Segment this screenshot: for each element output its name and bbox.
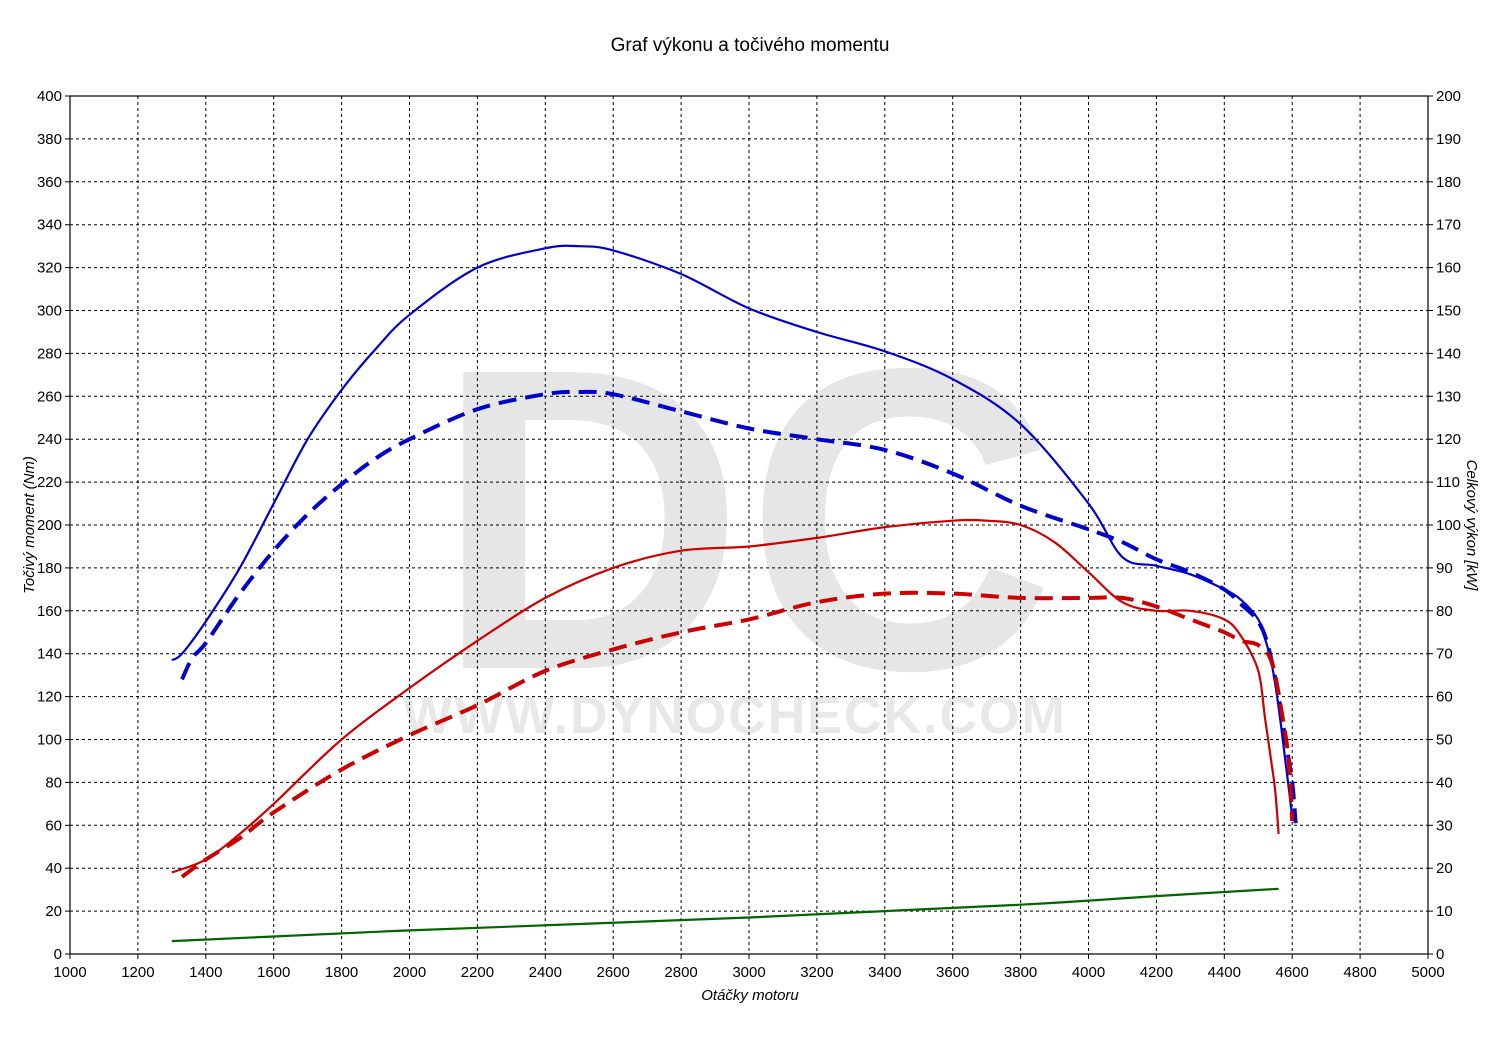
series-line-torque-stock	[180, 389, 1298, 824]
x-axis-label: Otáčky motoru	[701, 987, 799, 1004]
y-left-tick-label: 240	[37, 431, 62, 448]
y-left-tick-label: 360	[37, 174, 62, 191]
x-tick-label: 4600	[1276, 964, 1309, 981]
x-tick-label: 3600	[936, 964, 969, 981]
y-right-tick-label: 130	[1436, 388, 1461, 405]
y-right-tick-label: 160	[1436, 260, 1461, 277]
y-left-tick-label: 220	[37, 474, 62, 491]
y-right-tick-label: 200	[1436, 88, 1461, 105]
y-left-tick-label: 400	[37, 88, 62, 105]
y-right-tick-label: 40	[1436, 774, 1453, 791]
y-left-axis-label: Točivý moment (Nm)	[21, 456, 38, 594]
y-left-tick-labels: 0 20 40 60 80 100 120 140 160 180 200 220 240 260 280 3…	[37, 88, 62, 963]
y-left-tick-label: 260	[37, 388, 62, 405]
y-right-tick-label: 190	[1436, 131, 1461, 148]
y-right-tick-label: 70	[1436, 646, 1453, 663]
y-right-tick-label: 90	[1436, 560, 1453, 577]
x-tick-label: 1400	[189, 964, 222, 981]
x-tick-label: 3800	[1004, 964, 1037, 981]
y-right-tick-label: 170	[1436, 217, 1461, 234]
x-tick-label: 3000	[732, 964, 765, 981]
y-left-tick-label: 40	[45, 860, 62, 877]
series-line-power-stock	[180, 590, 1295, 879]
y-right-tick-label: 120	[1436, 431, 1461, 448]
y-right-tick-label: 80	[1436, 603, 1453, 620]
x-tick-label: 2200	[461, 964, 494, 981]
x-tick-label: 2400	[529, 964, 562, 981]
x-tick-label: 4000	[1072, 964, 1105, 981]
y-left-tick-label: 80	[45, 774, 62, 791]
y-right-tick-label: 150	[1436, 303, 1461, 320]
y-right-tick-label: 100	[1436, 517, 1461, 534]
y-right-tick-label: 50	[1436, 732, 1453, 749]
x-tick-label: 4800	[1343, 964, 1376, 981]
y-left-tick-label: 200	[37, 517, 62, 534]
y-right-tick-labels: 0 10 20 30 40 50 60 70 80 90 100 110 120 130 140 150 160…	[1436, 88, 1461, 963]
y-right-tick-label: 0	[1436, 946, 1444, 963]
series-layer	[171, 244, 1298, 943]
x-tick-label: 1800	[325, 964, 358, 981]
series-line-loss	[171, 887, 1279, 943]
x-tick-label: 1600	[257, 964, 290, 981]
y-left-tick-label: 180	[37, 560, 62, 577]
y-right-tick-label: 180	[1436, 174, 1461, 191]
y-right-axis-label: Celkový výkon [kW]	[1463, 460, 1480, 592]
x-tick-label: 2600	[597, 964, 630, 981]
x-tick-label: 4200	[1140, 964, 1173, 981]
x-tick-label: 2800	[664, 964, 697, 981]
y-right-tick-label: 60	[1436, 689, 1453, 706]
x-tick-label: 3200	[800, 964, 833, 981]
y-left-tick-label: 340	[37, 217, 62, 234]
series-line-torque-tuned	[171, 244, 1294, 817]
y-right-tick-label: 140	[1436, 345, 1461, 362]
x-tick-label: 2000	[393, 964, 426, 981]
x-tick-label: 1200	[121, 964, 154, 981]
y-right-tick-label: 110	[1436, 474, 1460, 491]
y-left-tick-label: 100	[37, 732, 62, 749]
y-left-tick-label: 380	[37, 131, 62, 148]
y-left-tick-label: 160	[37, 603, 62, 620]
x-tick-label: 5000	[1411, 964, 1444, 981]
y-left-tick-label: 280	[37, 345, 62, 362]
y-left-tick-label: 320	[37, 260, 62, 277]
y-right-tick-label: 30	[1436, 817, 1453, 834]
y-left-tick-label: 300	[37, 303, 62, 320]
x-tick-label: 3400	[868, 964, 901, 981]
y-left-tick-label: 20	[45, 903, 62, 920]
x-tick-label: 1000	[53, 964, 86, 981]
y-left-tick-label: 0	[54, 946, 62, 963]
y-right-tick-label: 10	[1436, 903, 1453, 920]
y-left-tick-label: 60	[45, 817, 62, 834]
y-left-tick-label: 120	[37, 689, 62, 706]
y-right-tick-label: 20	[1436, 860, 1453, 877]
watermark-url: WWW.DYNOCHECK.COM	[403, 687, 1067, 745]
x-tick-labels: 1000 1200 1400 1600 1800 2000 2200 2400 2600 2800…	[53, 964, 1444, 981]
chart-title: Graf výkonu a točivého momentu	[611, 35, 890, 56]
plot-frame	[69, 95, 1429, 955]
y-left-tick-label: 140	[37, 646, 62, 663]
x-tick-label: 4400	[1208, 964, 1241, 981]
